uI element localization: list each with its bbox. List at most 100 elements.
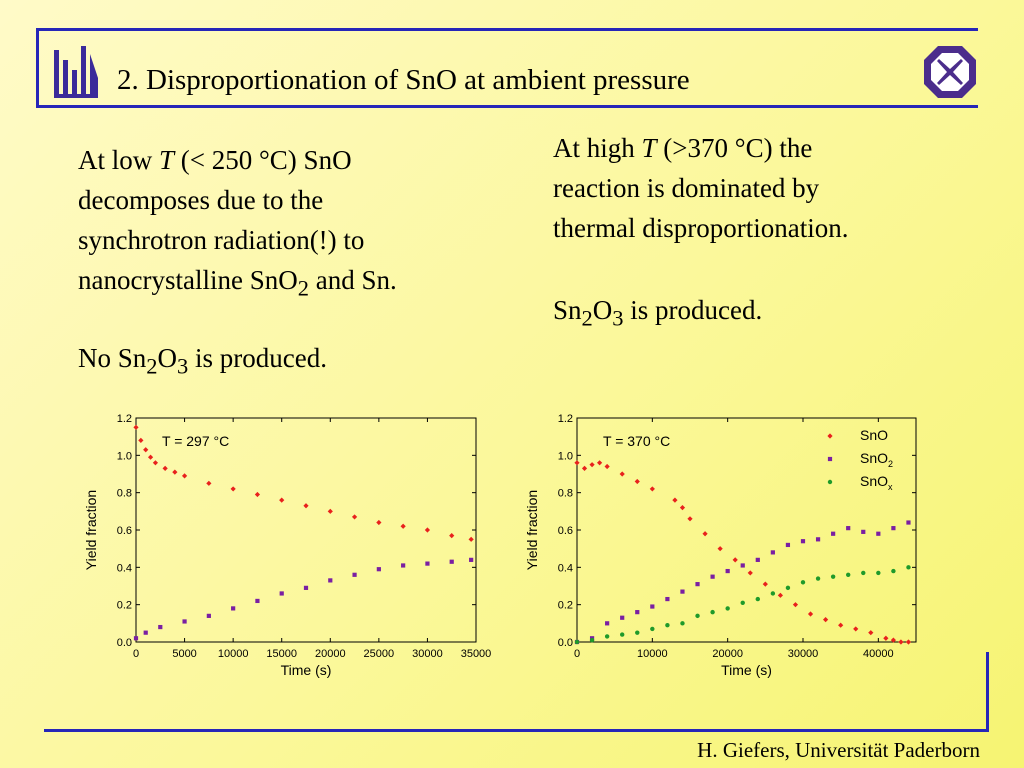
- data-point: [695, 613, 700, 619]
- y-tick-label: 1.0: [117, 450, 132, 462]
- x-axis-label: Time (s): [721, 662, 772, 678]
- data-point: [650, 626, 655, 632]
- data-point: [376, 567, 381, 572]
- data-point: [830, 574, 836, 579]
- data-point: [680, 589, 685, 594]
- data-point: [279, 497, 285, 503]
- right-accent-bar: [986, 652, 989, 732]
- data-point: [604, 634, 610, 639]
- data-point: [905, 639, 912, 645]
- data-point: [770, 591, 776, 596]
- y-tick-label: 0.4: [117, 562, 132, 574]
- data-point: [906, 565, 911, 570]
- data-point: [740, 563, 745, 568]
- temperature-annotation: T = 297 °C: [162, 433, 229, 449]
- data-point: [152, 460, 159, 466]
- legend-marker: [827, 433, 833, 439]
- data-point: [604, 463, 610, 470]
- data-point: [740, 600, 745, 605]
- x-tick-label: 0: [133, 648, 139, 660]
- data-point: [679, 505, 686, 511]
- data-point: [876, 570, 881, 576]
- data-point: [846, 526, 851, 531]
- y-tick-label: 0.6: [558, 525, 573, 537]
- right-text-line-1: At high T (>370 °C) the: [553, 133, 813, 163]
- data-point: [172, 469, 178, 475]
- x-tick-label: 40000: [863, 648, 894, 660]
- left-accent-bar: [36, 30, 39, 108]
- data-point: [762, 581, 768, 587]
- legend-marker: [827, 456, 833, 462]
- data-point: [401, 563, 406, 568]
- y-tick-label: 1.2: [558, 413, 573, 425]
- title-underline: [36, 105, 978, 108]
- data-point: [635, 610, 640, 615]
- data-point: [352, 572, 357, 577]
- data-point: [717, 546, 723, 552]
- data-point: [351, 514, 358, 520]
- series-1: [133, 557, 474, 641]
- data-point: [449, 559, 454, 564]
- data-point: [725, 568, 730, 574]
- y-tick-label: 0.2: [117, 600, 132, 612]
- data-point: [755, 557, 760, 562]
- left-text-line-3: synchrotron radiation(!) to: [78, 225, 365, 255]
- data-point: [687, 516, 693, 522]
- x-tick-label: 0: [574, 648, 580, 660]
- data-point: [620, 615, 625, 620]
- y-tick-label: 1.0: [558, 450, 573, 462]
- bottom-accent-line: [44, 729, 988, 732]
- data-point: [620, 632, 625, 637]
- data-point: [898, 639, 904, 645]
- data-point: [680, 621, 685, 626]
- legend-marker: [827, 479, 833, 485]
- data-point: [605, 621, 610, 626]
- data-point: [725, 606, 730, 611]
- series-1: [574, 520, 911, 645]
- data-point: [710, 574, 715, 579]
- x-tick-label: 20000: [315, 648, 346, 660]
- chart-297C: 0.0 0.2 0.4 0.6 0.8 1.0 1.2 0 5000 10000 15000 2000…: [83, 413, 491, 678]
- right-text-line-2: reaction is dominated by: [553, 173, 820, 203]
- data-point: [468, 536, 474, 542]
- data-point: [581, 465, 588, 471]
- data-point: [254, 491, 261, 498]
- y-tick-label: 1.2: [117, 413, 132, 425]
- data-point: [255, 598, 260, 604]
- data-point: [589, 637, 595, 643]
- data-point: [861, 529, 866, 534]
- x-axis-label: Time (s): [281, 662, 332, 678]
- data-point: [469, 557, 474, 562]
- data-point: [574, 639, 580, 645]
- data-point: [143, 447, 149, 453]
- top-accent-line: [36, 28, 978, 31]
- y-axis-label: Yield fraction: [524, 490, 540, 570]
- y-axis-label: Yield fraction: [83, 490, 99, 570]
- x-tick-label: 30000: [788, 648, 819, 660]
- data-point: [815, 576, 821, 581]
- data-point: [665, 623, 670, 628]
- data-point: [702, 531, 708, 537]
- left-text-line-1: At low T (< 250 °C) SnO: [78, 145, 352, 175]
- data-point: [906, 520, 911, 525]
- data-point: [424, 527, 431, 533]
- data-point: [143, 630, 148, 635]
- left-text-line-2: decomposes due to the: [78, 185, 324, 215]
- data-point: [846, 572, 851, 577]
- data-point: [400, 523, 406, 529]
- data-point: [206, 613, 211, 618]
- close-badge[interactable]: [922, 44, 978, 100]
- data-point: [807, 611, 814, 617]
- data-point: [800, 539, 806, 544]
- data-point: [755, 596, 760, 602]
- data-point: [279, 591, 284, 596]
- x-tick-label: 25000: [364, 648, 395, 660]
- data-point: [710, 609, 715, 615]
- data-point: [747, 570, 753, 576]
- footer-author: H. Giefers, Universität Paderborn: [697, 738, 980, 762]
- y-tick-label: 0.4: [558, 562, 573, 574]
- data-point: [861, 570, 866, 576]
- y-tick-label: 0.8: [117, 488, 132, 500]
- y-tick-label: 0.0: [117, 637, 132, 649]
- data-point: [777, 592, 783, 598]
